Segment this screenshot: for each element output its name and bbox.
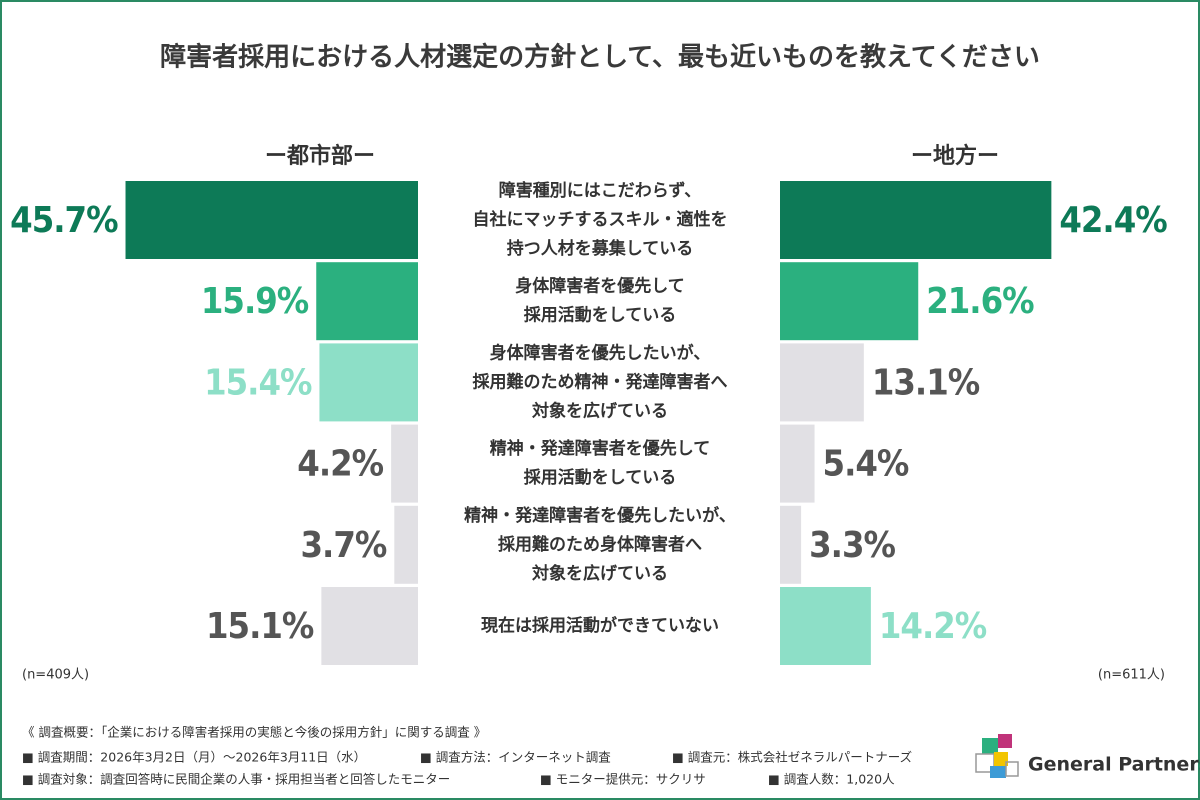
category-label: 障害種別にはこだわらず、 xyxy=(499,180,701,201)
value-label: 4.2% xyxy=(297,444,383,485)
bar xyxy=(125,181,419,259)
category-label: 対象を広げている xyxy=(531,400,668,421)
sample-size: (n=611人) xyxy=(1098,668,1165,683)
note-item: ■ 調査元：株式会社ゼネラルパートナーズ xyxy=(672,750,912,765)
value-label: 45.7% xyxy=(10,200,118,241)
bar xyxy=(321,587,418,665)
chart-title: 障害者採用における人材選定の方針として、最も近いものを教えてください xyxy=(160,42,1040,73)
note-item: ■ 調査方法：インターネット調査 xyxy=(420,750,611,765)
category-label: 身体障害者を優先して xyxy=(515,276,685,297)
value-label: 13.1% xyxy=(872,362,980,403)
category-label: 持つ人材を募集している xyxy=(507,238,694,259)
panel-label: ー地方ー xyxy=(911,143,999,169)
panel-label: ー都市部ー xyxy=(265,143,375,169)
value-label: 3.7% xyxy=(300,525,386,566)
note-item: ■ 調査人数：1,020人 xyxy=(768,772,895,787)
bar xyxy=(319,343,418,422)
value-label: 5.4% xyxy=(823,444,909,485)
notes-heading: 《 調査概要：「企業における障害者採用の実態と今後の採用方針」に関する調査 》 xyxy=(22,725,486,740)
logo-text: General Partners xyxy=(1028,754,1200,776)
value-label: 21.6% xyxy=(926,281,1034,322)
category-label: 自社にマッチするスキル・適性を xyxy=(473,209,728,230)
bar xyxy=(316,262,418,341)
bar xyxy=(780,343,864,422)
bar xyxy=(780,424,815,503)
category-label: 精神・発達障害者を優先して xyxy=(490,438,711,459)
bar xyxy=(780,181,1052,259)
note-item: ■ 調査期間：2026年3月2日（月）〜2026年3月11日（水） xyxy=(22,750,366,765)
bar xyxy=(780,505,802,584)
bar xyxy=(780,587,871,665)
category-label: 精神・発達障害者を優先したいが、 xyxy=(464,505,736,526)
value-label: 15.9% xyxy=(201,281,309,322)
category-label: 採用難のため身体障害者へ xyxy=(498,534,702,555)
value-label: 15.4% xyxy=(204,362,312,403)
value-label: 15.1% xyxy=(206,606,314,647)
value-label: 14.2% xyxy=(879,606,987,647)
category-label: 現在は採用活動ができていない xyxy=(481,615,719,636)
category-label: 採用難のため精神・発達障害者へ xyxy=(473,371,728,392)
value-label: 3.3% xyxy=(809,525,895,566)
value-label: 42.4% xyxy=(1059,200,1167,241)
sample-size: (n=409人) xyxy=(22,668,89,683)
logo-mark xyxy=(975,734,1019,778)
category-label: 身体障害者を優先したいが、 xyxy=(490,342,711,363)
bar xyxy=(391,424,418,503)
category-label: 採用活動をしている xyxy=(524,305,677,326)
category-label: 対象を広げている xyxy=(531,563,668,584)
note-item: ■ 調査対象：調査回答時に民間企業の人事・採用担当者と回答したモニター xyxy=(22,772,450,787)
category-label: 採用活動をしている xyxy=(524,467,677,488)
bar xyxy=(780,262,919,341)
note-item: ■ モニター提供元：サクリサ xyxy=(540,772,706,787)
bar xyxy=(394,505,418,584)
